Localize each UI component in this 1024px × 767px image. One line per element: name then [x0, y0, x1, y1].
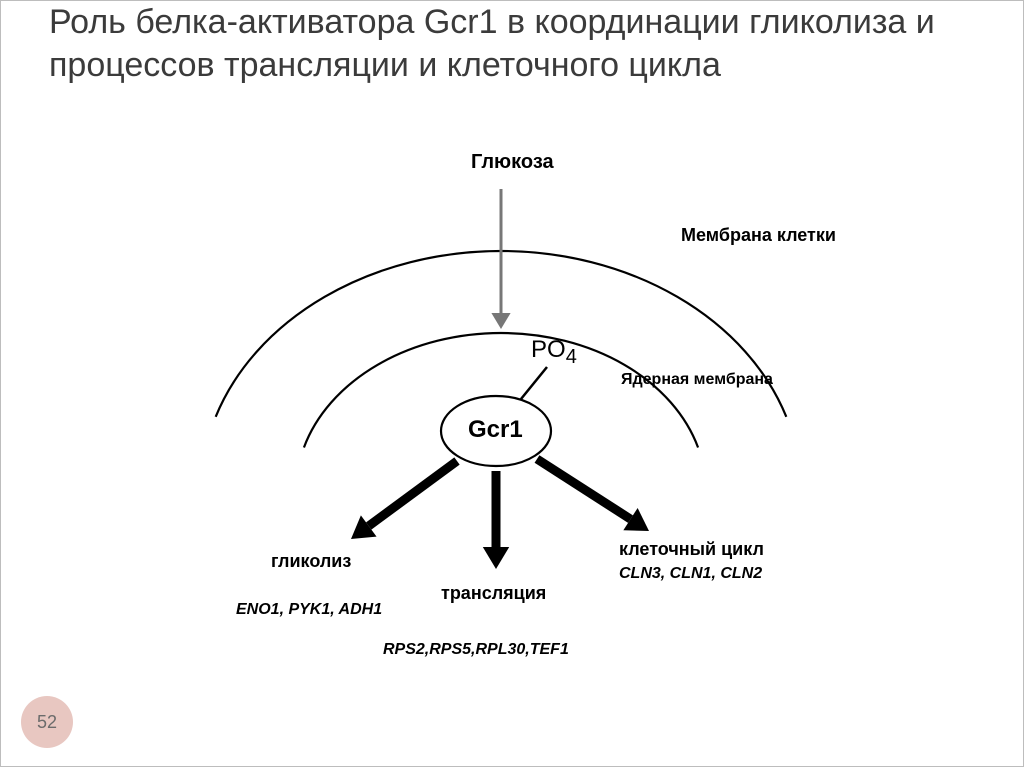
- arrow-glucose-head: [491, 313, 510, 329]
- label-po4-sub: 4: [566, 346, 577, 368]
- gcr1-diagram: Глюкоза Мембрана клетки Ядерная мембрана…: [151, 141, 875, 701]
- page-number: 52: [37, 712, 57, 733]
- label-po4: PO4: [531, 336, 577, 369]
- page-title: Роль белка-активатора Gcr1 в координации…: [49, 1, 949, 86]
- label-glycolysis: гликолиз: [271, 551, 351, 572]
- label-glycolysis-genes: ENO1, PYK1, ADH1: [236, 601, 382, 619]
- label-cellcycle: клеточный цикл: [619, 539, 764, 560]
- label-translation-genes: RPS2,RPS5,RPL30,TEF1: [383, 641, 569, 659]
- label-po4-text: PO: [531, 336, 566, 363]
- label-glucose: Глюкоза: [471, 151, 554, 174]
- arrow-glycolysis-shaft: [369, 461, 457, 526]
- arrow-translation-head: [483, 547, 509, 569]
- label-membrane-nuclear: Ядерная мембрана: [621, 371, 773, 389]
- label-translation: трансляция: [441, 583, 546, 604]
- label-membrane-cell: Мембрана клетки: [681, 225, 836, 246]
- label-cellcycle-genes: CLN3, CLN1, CLN2: [619, 565, 762, 583]
- slide: Роль белка-активатора Gcr1 в координации…: [0, 0, 1024, 767]
- label-gcr1: Gcr1: [468, 416, 523, 444]
- arrow-cellcycle-shaft: [537, 459, 630, 519]
- po4-line: [521, 367, 547, 399]
- page-number-badge: 52: [21, 696, 73, 748]
